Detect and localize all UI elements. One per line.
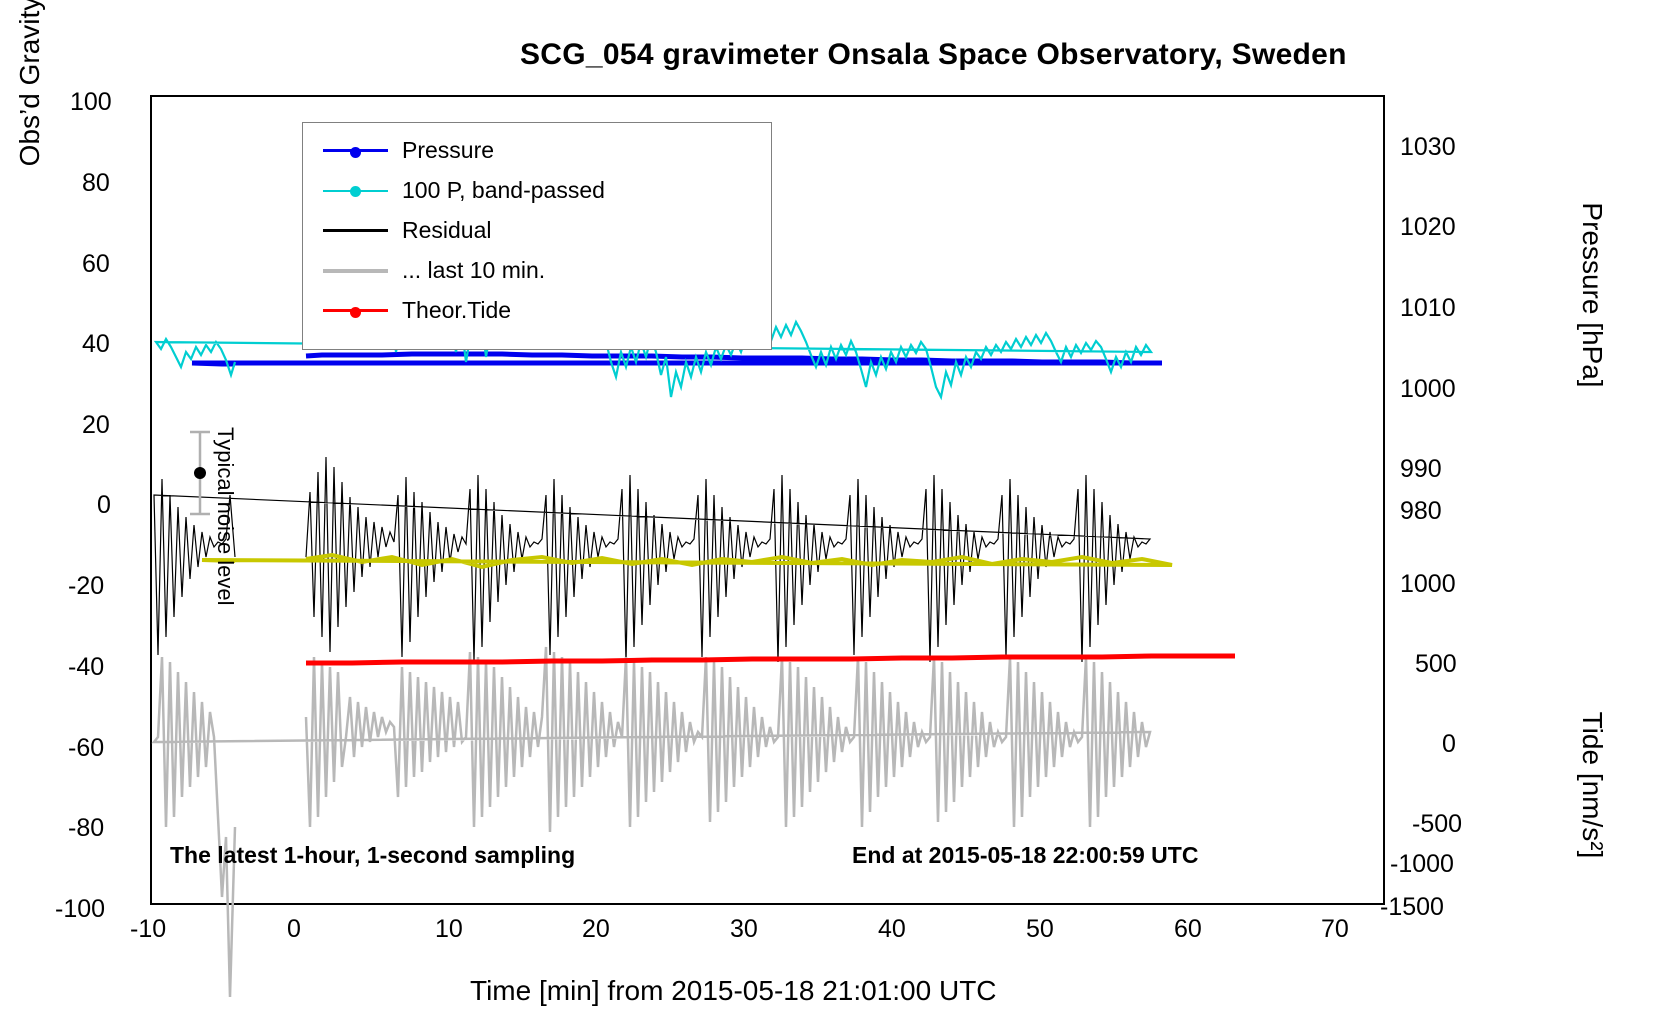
legend-entry-4: Theor.Tide [323, 297, 511, 324]
chart-container: SCG_054 gravimeter Onsala Space Observat… [0, 0, 1660, 1020]
legend-dot-pressure [350, 147, 361, 158]
y-right-tide-tick-5: 1000 [1400, 570, 1456, 599]
legend-line-last10min [323, 269, 388, 273]
x-tick-label-8: 70 [1321, 915, 1349, 944]
y-right-pressure-tick-0: 980 [1400, 497, 1442, 526]
y-right-tide-tick-4: 500 [1415, 650, 1457, 679]
y-right-pressure-tick-2: 1000 [1400, 375, 1456, 404]
bottom-left-annotation: The latest 1-hour, 1-second sampling [170, 842, 575, 869]
legend-entry-3: ... last 10 min. [323, 257, 545, 284]
last10min-line [154, 647, 1150, 997]
y-right-tide-tick-1: -1000 [1390, 850, 1454, 879]
y-left-tick-label-0: 100 [70, 88, 112, 117]
x-tick-label-2: 10 [435, 915, 463, 944]
chart-title: SCG_054 gravimeter Onsala Space Observat… [520, 38, 1347, 72]
legend-line-residual [323, 229, 388, 232]
y-left-tick-label-7: -40 [68, 653, 104, 682]
x-tick-label-0: -10 [130, 915, 166, 944]
y-right-tide-tick-2: -500 [1412, 810, 1462, 839]
legend-dot-theortide [350, 307, 361, 318]
legend-line-bandpassed [323, 190, 388, 192]
y-right-pressure-tick-5: 1030 [1400, 133, 1456, 162]
legend-entry-0: Pressure [323, 137, 494, 164]
x-tick-label-4: 30 [730, 915, 758, 944]
legend-dot-bandpassed [350, 186, 361, 197]
x-tick-label-5: 40 [878, 915, 906, 944]
legend-label-last10min: ... last 10 min. [402, 257, 545, 284]
legend-label-bandpassed: 100 P, band-passed [402, 177, 605, 204]
legend-entry-1: 100 P, band-passed [323, 177, 605, 204]
noise-level-label: Typical noise level [210, 427, 238, 606]
legend-label-residual: Residual [402, 217, 492, 244]
pressure-line [192, 354, 1162, 364]
y-left-tick-label-6: -20 [68, 572, 104, 601]
legend-line-pressure [323, 149, 388, 152]
y-axis-label-right-tide: Tide [nm/s²] [1576, 620, 1608, 950]
y-axis-label-left: Obs’d Gravity, offset -20 [nm/s²] [14, 0, 46, 230]
plot-area: Pressure 100 P, band-passed Residual ...… [150, 95, 1385, 905]
x-tick-label-7: 60 [1174, 915, 1202, 944]
y-right-pressure-tick-3: 1010 [1400, 294, 1456, 323]
bottom-right-annotation: End at 2015-05-18 22:00:59 UTC [852, 842, 1198, 869]
y-left-tick-label-4: 20 [82, 411, 110, 440]
legend-label-pressure: Pressure [402, 137, 494, 164]
legend-label-theortide: Theor.Tide [402, 297, 511, 324]
y-left-tick-label-1: 80 [82, 169, 110, 198]
y-left-tick-label-2: 60 [82, 250, 110, 279]
x-axis-label: Time [min] from 2015-05-18 21:01:00 UTC [470, 975, 997, 1007]
noise-indicator-bar [190, 432, 210, 514]
y-left-tick-label-9: -80 [68, 814, 104, 843]
y-right-tide-tick-3: 0 [1442, 730, 1456, 759]
y-left-tick-label-3: 40 [82, 330, 110, 359]
x-tick-label-3: 20 [582, 915, 610, 944]
x-tick-label-6: 50 [1026, 915, 1054, 944]
y-left-tick-label-5: 0 [97, 491, 111, 520]
legend-box: Pressure 100 P, band-passed Residual ...… [302, 122, 772, 350]
legend-entry-2: Residual [323, 217, 492, 244]
y-left-tick-label-10: -100 [55, 895, 105, 924]
y-right-pressure-tick-4: 1020 [1400, 213, 1456, 242]
legend-line-theortide [323, 309, 388, 312]
y-axis-label-right-pressure: Pressure [hPa] [1576, 130, 1608, 460]
theor-tide-line [306, 656, 1235, 663]
y-right-tide-tick-0: -1500 [1380, 893, 1444, 922]
x-tick-label-1: 0 [287, 915, 301, 944]
y-right-pressure-tick-1: 990 [1400, 455, 1442, 484]
y-left-tick-label-8: -60 [68, 734, 104, 763]
